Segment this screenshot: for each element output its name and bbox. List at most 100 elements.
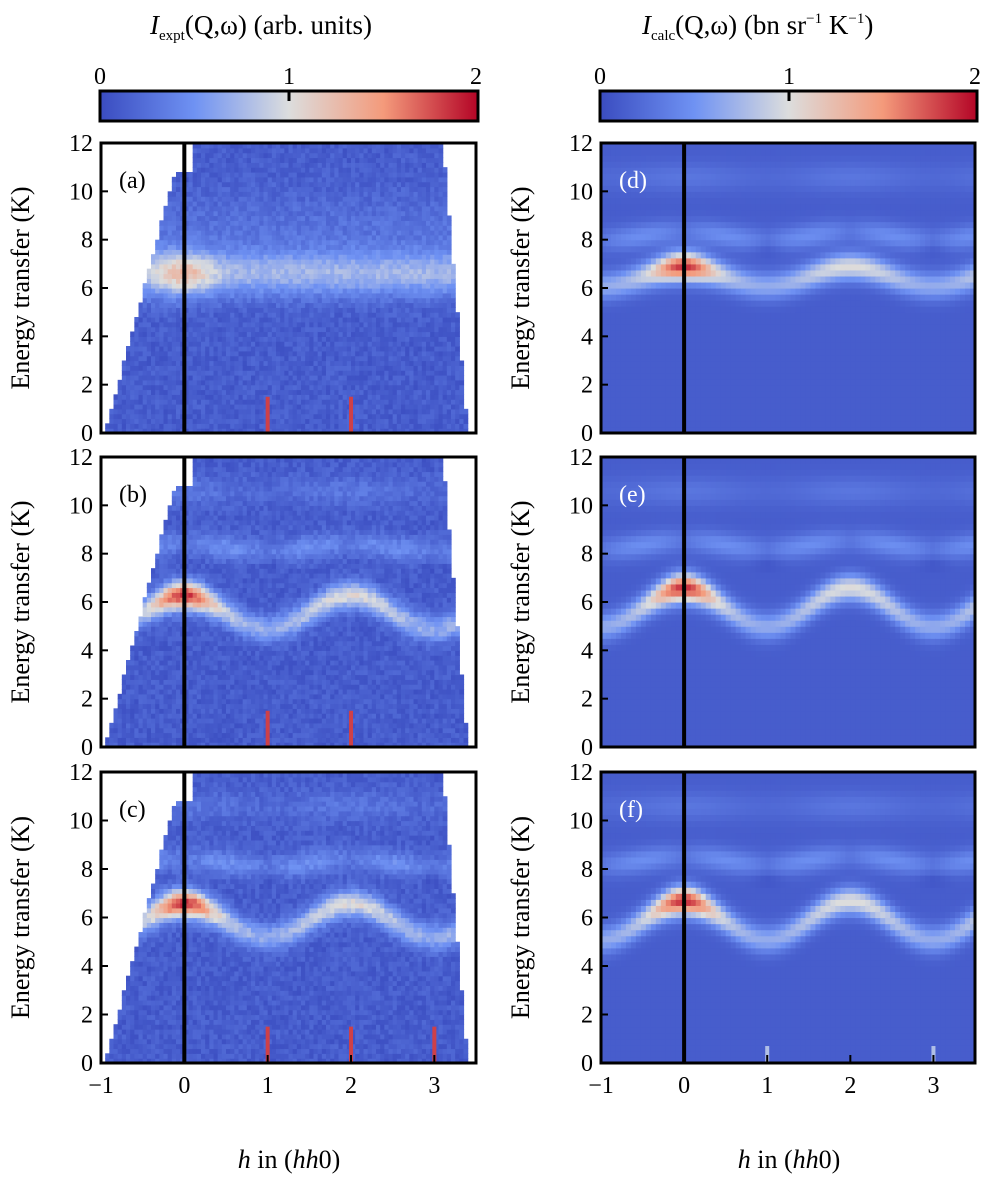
heatmap-cell	[421, 230, 427, 236]
heatmap-cell	[355, 176, 360, 183]
heatmap-cell	[434, 379, 440, 386]
heatmap-cell	[142, 283, 148, 289]
heatmap-cell	[396, 162, 402, 168]
heatmap-cell	[196, 230, 202, 236]
heatmap-cell	[188, 239, 194, 246]
heatmap-cell	[409, 230, 415, 236]
heatmap-cell	[226, 143, 231, 149]
heatmap-cell	[246, 312, 252, 318]
heatmap-cell	[126, 428, 131, 434]
heatmap-cell	[284, 384, 290, 391]
heatmap-cell	[234, 288, 240, 294]
heatmap-cell	[371, 249, 377, 255]
heatmap-cell	[380, 307, 385, 313]
heatmap-cell	[142, 708, 148, 714]
heatmap-cell	[259, 355, 265, 362]
heatmap-cell	[346, 157, 352, 163]
heatmap-cell	[276, 307, 281, 313]
heatmap-cell	[163, 732, 169, 738]
heatmap-cell	[213, 234, 219, 241]
heatmap-cell	[146, 582, 152, 589]
heatmap-cell	[163, 635, 169, 642]
heatmap-cell	[184, 234, 190, 241]
heatmap-cell	[371, 355, 377, 362]
heatmap-cell	[384, 350, 390, 357]
heatmap-cell	[446, 423, 452, 429]
heatmap-cell	[334, 394, 340, 400]
heatmap-cell	[209, 288, 215, 294]
heatmap-cell	[251, 326, 256, 333]
heatmap-cell	[251, 365, 256, 371]
heatmap-cell	[184, 181, 190, 188]
heatmap-cell	[434, 312, 440, 318]
heatmap-cell	[151, 722, 156, 729]
heatmap-cell	[334, 326, 340, 333]
heatmap-cell	[242, 375, 248, 381]
heatmap-cell	[309, 239, 315, 246]
heatmap-cell	[163, 297, 169, 304]
heatmap-cell	[288, 230, 294, 236]
heatmap-cell	[163, 727, 169, 734]
heatmap-cell	[309, 186, 315, 192]
heatmap-cell	[155, 370, 160, 376]
heatmap-cell	[221, 346, 227, 352]
heatmap-cell	[259, 297, 265, 304]
heatmap-cell	[413, 210, 419, 217]
heatmap-cell	[334, 360, 340, 366]
heatmap-cell	[417, 428, 423, 434]
heatmap-cell	[430, 244, 435, 250]
heatmap-cell	[271, 162, 277, 168]
heatmap-cell	[442, 404, 448, 410]
heatmap-cell	[330, 225, 335, 231]
heatmap-cell	[363, 331, 369, 337]
heatmap-cell	[359, 321, 365, 328]
heatmap-cell	[359, 220, 365, 226]
heatmap-cell	[401, 143, 406, 149]
heatmap-cell	[405, 210, 410, 217]
heatmap-cell	[380, 365, 385, 371]
heatmap-cell	[146, 283, 152, 289]
heatmap-cell	[455, 341, 460, 347]
heatmap-cell	[209, 307, 215, 313]
heatmap-cell	[351, 297, 356, 304]
heatmap-cell	[376, 186, 381, 192]
heatmap-cell	[209, 210, 215, 217]
heatmap-cell	[392, 234, 398, 241]
heatmap-cell	[217, 288, 223, 294]
heatmap-cell	[376, 350, 381, 357]
heatmap-cell	[401, 331, 406, 337]
heatmap-cell	[351, 394, 356, 400]
heatmap-cell	[321, 220, 327, 226]
heatmap-cell	[301, 167, 306, 173]
heatmap-cell	[326, 418, 331, 424]
heatmap-cell	[238, 186, 244, 192]
heatmap-cell	[234, 399, 240, 405]
heatmap-cell	[351, 423, 356, 429]
heatmap-cell	[130, 689, 135, 695]
heatmap-cell	[442, 234, 448, 241]
heatmap-cell	[242, 312, 248, 318]
heatmap-cell	[442, 375, 448, 381]
heatmap-cell	[321, 147, 327, 154]
heatmap-cell	[451, 283, 456, 289]
heatmap-cell	[405, 244, 410, 250]
heatmap-cell	[430, 278, 435, 284]
heatmap-cell	[271, 186, 277, 192]
heatmap-cell	[209, 143, 215, 149]
heatmap-cell	[155, 307, 160, 313]
heatmap-cell	[359, 350, 365, 357]
heatmap-cell	[330, 215, 335, 221]
heatmap-cell	[405, 394, 410, 400]
heatmap-cell	[430, 239, 435, 246]
heatmap-cell	[188, 225, 194, 231]
heatmap-cell	[271, 423, 277, 429]
heatmap-cell	[421, 360, 427, 366]
heatmap-cell	[242, 428, 248, 434]
heatmap-cell	[371, 331, 377, 337]
heatmap-cell	[276, 428, 281, 434]
heatmap-cell	[426, 326, 431, 333]
heatmap-cell	[251, 360, 256, 366]
heatmap-cell	[305, 307, 310, 313]
heatmap-cell	[334, 365, 340, 371]
heatmap-cell	[138, 693, 144, 700]
